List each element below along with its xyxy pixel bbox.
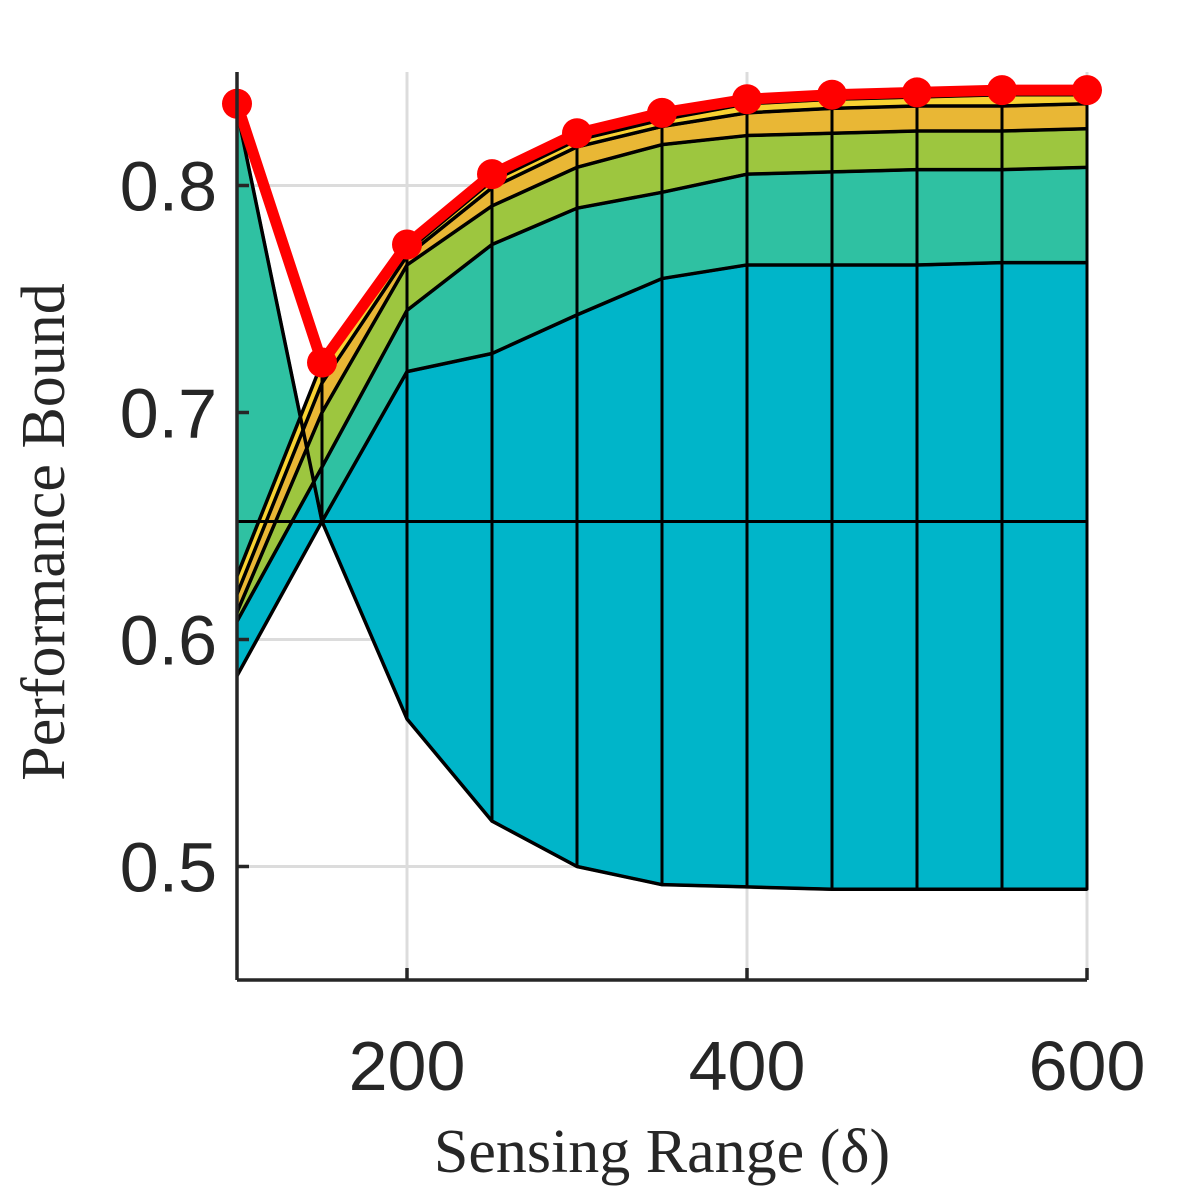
area-band-4-seg-7 — [830, 104, 919, 135]
y-tick-label-0.7: 0.7 — [120, 375, 217, 453]
tick-labels: 200 400 600 0.5 0.6 0.7 0.8 — [120, 148, 1146, 1106]
y-axis-label: Performance Bound — [10, 283, 78, 781]
y-tick-label-0.8: 0.8 — [120, 148, 217, 226]
area-band-3-seg-9 — [1000, 127, 1089, 172]
area-band-0-seg-2 — [405, 519, 494, 823]
series-line-0 — [235, 519, 1087, 891]
area-band-2-seg-7 — [830, 168, 919, 267]
area-band-3-seg-7 — [830, 129, 919, 174]
area-band-1-seg-6 — [745, 263, 834, 523]
bound-point-450 — [817, 79, 847, 110]
bound-point-150 — [307, 347, 337, 378]
area-band-2-seg-9 — [1000, 165, 1089, 265]
area-band-0-seg-9 — [1000, 519, 1089, 891]
series-line-3 — [235, 127, 1088, 613]
x-tick-label-200: 200 — [349, 1027, 466, 1105]
bound-point-600 — [1072, 75, 1102, 106]
area-band-4-seg-9 — [1000, 102, 1089, 133]
area-band-1-seg-5 — [660, 263, 749, 523]
area-band-0-seg-7 — [830, 519, 919, 891]
bound-point-350 — [647, 97, 677, 128]
area-band-1-seg-7 — [830, 263, 919, 523]
area-band-2-seg-6 — [745, 170, 834, 267]
area-band-1-seg-4 — [575, 277, 664, 523]
series-line-2 — [235, 165, 1088, 623]
area-band-1-seg-9 — [1000, 261, 1089, 523]
y-tick-label-0.6: 0.6 — [120, 602, 217, 680]
area-band-4-seg-8 — [915, 104, 1004, 133]
bound-point-500 — [902, 77, 932, 108]
area-band-0-seg-8 — [915, 519, 1004, 891]
area-band-1-seg-2 — [405, 351, 494, 523]
performance-bound-series — [222, 75, 1102, 378]
bound-point-250 — [477, 159, 507, 190]
x-tick-label-400: 400 — [689, 1027, 806, 1105]
area-band-1-seg-8 — [915, 261, 1004, 523]
x-tick-label-600: 600 — [1029, 1027, 1146, 1105]
bound-point-550 — [987, 75, 1017, 106]
stacked-areas — [235, 93, 1089, 891]
area-band-3-seg-8 — [915, 129, 1004, 172]
area-band-2-seg-8 — [915, 168, 1004, 267]
series-line-1 — [235, 110, 1087, 524]
area-band-0-seg-5 — [660, 519, 749, 889]
y-tick-label-0.5: 0.5 — [120, 829, 217, 907]
bound-point-200 — [392, 229, 422, 260]
axes — [235, 72, 1089, 982]
area-band-0-seg-4 — [575, 519, 664, 887]
area-band-0-seg-6 — [745, 519, 834, 891]
bound-point-300 — [562, 118, 592, 149]
area-band-3-seg-6 — [745, 131, 834, 176]
area-band-0-seg-3 — [490, 519, 579, 868]
bound-point-400 — [732, 84, 762, 115]
x-axis-label: Sensing Range (δ) — [434, 1118, 890, 1186]
